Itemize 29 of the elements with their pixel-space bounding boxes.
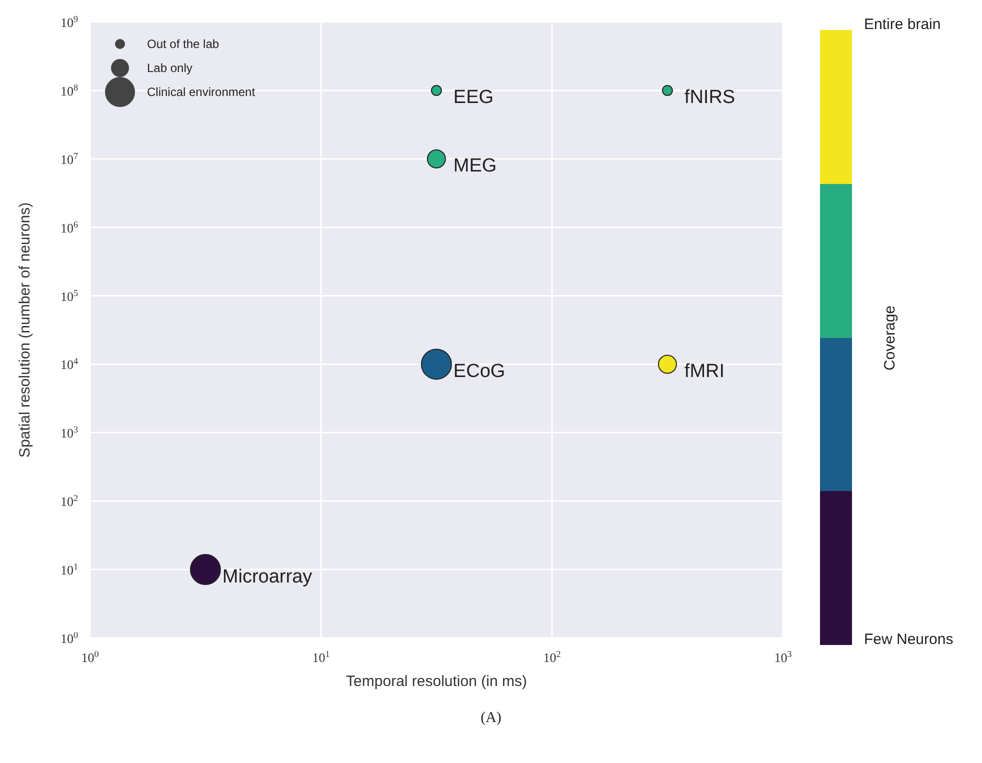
y-tick-label: 10$^{3}$ (60, 424, 78, 441)
legend-label: Lab only (147, 61, 192, 75)
x-axis-title: Temporal resolution (in ms) (346, 673, 527, 690)
y-tick-label: 10$^{4}$ (60, 356, 78, 372)
y-tick-label: 10$^{1}$ (60, 562, 78, 578)
annotation: EEG (453, 87, 494, 108)
y-tick-label: 10$^{6}$ (60, 219, 78, 236)
x-tick-label: 10$^{0}$ (81, 649, 100, 665)
annotation: ECoG (453, 360, 506, 382)
x-tick-label: 10$^{2}$ (543, 649, 562, 665)
x-tick-label: 10$^{3}$ (774, 649, 792, 665)
annotation: fMRI (684, 360, 725, 382)
legend-label: Out of the lab (147, 37, 220, 51)
annotation: Microarray (222, 566, 313, 588)
y-tick-label: 10$^{5}$ (60, 288, 78, 304)
y-tick-label: 10$^{9}$ (60, 14, 78, 30)
x-tick-label: 10$^{1}$ (312, 649, 330, 665)
y-tick-label: 10$^{0}$ (60, 630, 78, 646)
annotation: MEG (453, 156, 497, 177)
y-axis-title: Spatial resolution (number of neurons) (16, 202, 34, 458)
y-tick-label: 10$^{7}$ (60, 150, 78, 167)
legend-label: Clinical environment (147, 85, 256, 99)
color-bar-label: Entire brain (864, 16, 941, 33)
color-bar-label: Few Neurons (864, 631, 954, 648)
text: (A) (480, 710, 502, 727)
annotation: fNIRS (684, 87, 736, 108)
y-tick-label: 10$^{2}$ (60, 493, 78, 510)
color-bar-title: Coverage (882, 304, 898, 370)
y-tick-label: 10$^{8}$ (60, 82, 78, 98)
